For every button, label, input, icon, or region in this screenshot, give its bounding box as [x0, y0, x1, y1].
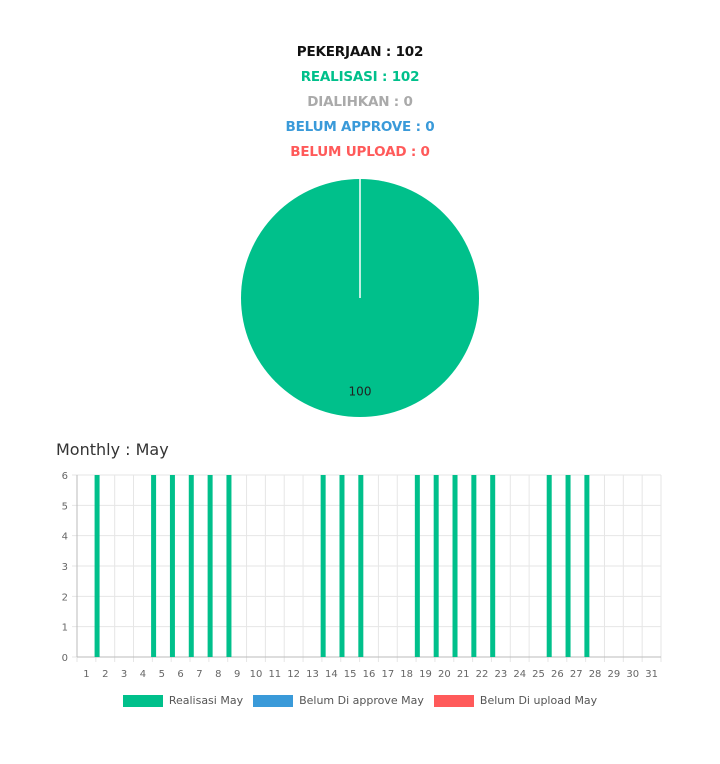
- x-tick-label: 28: [589, 669, 602, 680]
- x-tick-label: 1: [83, 669, 89, 680]
- x-tick-label: 22: [476, 669, 489, 680]
- bar-realisasi-may[interactable]: [471, 475, 477, 657]
- bar-realisasi-may[interactable]: [94, 475, 100, 657]
- x-tick-label: 4: [140, 669, 146, 680]
- bar-realisasi-may[interactable]: [452, 475, 458, 657]
- legend-swatch-realisasi: [122, 694, 163, 707]
- x-tick-label: 14: [325, 669, 338, 680]
- legend-swatch-belum-approve: [253, 694, 294, 707]
- stat-pekerjaan: PEKERJAAN : 102: [296, 44, 424, 60]
- y-tick-label: 0: [62, 653, 68, 664]
- y-tick-label: 1: [62, 623, 68, 634]
- bar-realisasi-may[interactable]: [565, 475, 571, 657]
- legend-item-belum-approve[interactable]: Belum Di approve May: [253, 694, 424, 707]
- legend-label-belum-upload: Belum Di upload May: [479, 694, 598, 707]
- stat-realisasi: REALISASI : 102: [300, 69, 420, 85]
- bar-realisasi-may[interactable]: [584, 475, 590, 657]
- x-tick-label: 29: [608, 669, 621, 680]
- x-tick-label: 23: [495, 669, 508, 680]
- x-tick-label: 8: [215, 669, 221, 680]
- stat-belum-approve: BELUM APPROVE : 0: [285, 119, 435, 135]
- x-tick-label: 15: [344, 669, 357, 680]
- pie-slice-label: 100: [349, 385, 372, 399]
- x-tick-label: 21: [457, 669, 470, 680]
- bar-realisasi-may[interactable]: [339, 475, 345, 657]
- y-tick-label: 5: [62, 501, 68, 512]
- legend-label-realisasi: Realisasi May: [168, 694, 244, 707]
- chart-legend: Realisasi May Belum Di approve May Belum…: [0, 694, 720, 707]
- stat-belum-upload: BELUM UPLOAD : 0: [290, 144, 430, 160]
- stat-dialihkan: DIALIHKAN : 0: [307, 94, 413, 110]
- x-tick-label: 18: [400, 669, 413, 680]
- bar-realisasi-may[interactable]: [490, 475, 496, 657]
- x-tick-label: 25: [532, 669, 545, 680]
- bar-realisasi-may[interactable]: [546, 475, 552, 657]
- y-tick-label: 4: [62, 532, 68, 543]
- x-tick-label: 31: [645, 669, 658, 680]
- y-tick-label: 2: [62, 592, 68, 603]
- x-tick-label: 19: [419, 669, 432, 680]
- bar-realisasi-may[interactable]: [188, 475, 194, 657]
- pie-chart: 100: [241, 179, 479, 417]
- x-tick-label: 20: [438, 669, 451, 680]
- x-tick-label: 24: [513, 669, 526, 680]
- y-tick-label: 3: [62, 562, 68, 573]
- bar-realisasi-may[interactable]: [226, 475, 232, 657]
- bar-realisasi-may[interactable]: [151, 475, 157, 657]
- x-tick-label: 26: [551, 669, 564, 680]
- legend-swatch-belum-upload: [433, 694, 474, 707]
- legend-item-realisasi[interactable]: Realisasi May: [122, 694, 244, 707]
- bar-realisasi-may[interactable]: [207, 475, 213, 657]
- x-tick-label: 13: [306, 669, 319, 680]
- y-tick-label: 6: [62, 471, 68, 482]
- bar-realisasi-may[interactable]: [433, 475, 439, 657]
- bar-realisasi-may[interactable]: [320, 475, 326, 657]
- x-tick-label: 9: [234, 669, 240, 680]
- bar-realisasi-may[interactable]: [358, 475, 364, 657]
- x-tick-label: 16: [363, 669, 376, 680]
- x-tick-label: 11: [268, 669, 281, 680]
- x-tick-label: 2: [102, 669, 108, 680]
- monthly-title: Monthly : May: [56, 440, 169, 459]
- x-tick-label: 5: [159, 669, 165, 680]
- x-tick-label: 3: [121, 669, 127, 680]
- x-tick-label: 10: [250, 669, 263, 680]
- bar-realisasi-may[interactable]: [414, 475, 420, 657]
- x-tick-label: 7: [196, 669, 202, 680]
- x-tick-label: 17: [381, 669, 394, 680]
- x-tick-label: 6: [177, 669, 183, 680]
- legend-item-belum-upload[interactable]: Belum Di upload May: [433, 694, 598, 707]
- x-tick-label: 27: [570, 669, 583, 680]
- x-tick-label: 30: [626, 669, 639, 680]
- summary-stats: PEKERJAAN : 102 REALISASI : 102 DIALIHKA…: [0, 40, 720, 165]
- bar-realisasi-may[interactable]: [169, 475, 175, 657]
- x-tick-label: 12: [287, 669, 300, 680]
- legend-label-belum-approve: Belum Di approve May: [299, 694, 424, 707]
